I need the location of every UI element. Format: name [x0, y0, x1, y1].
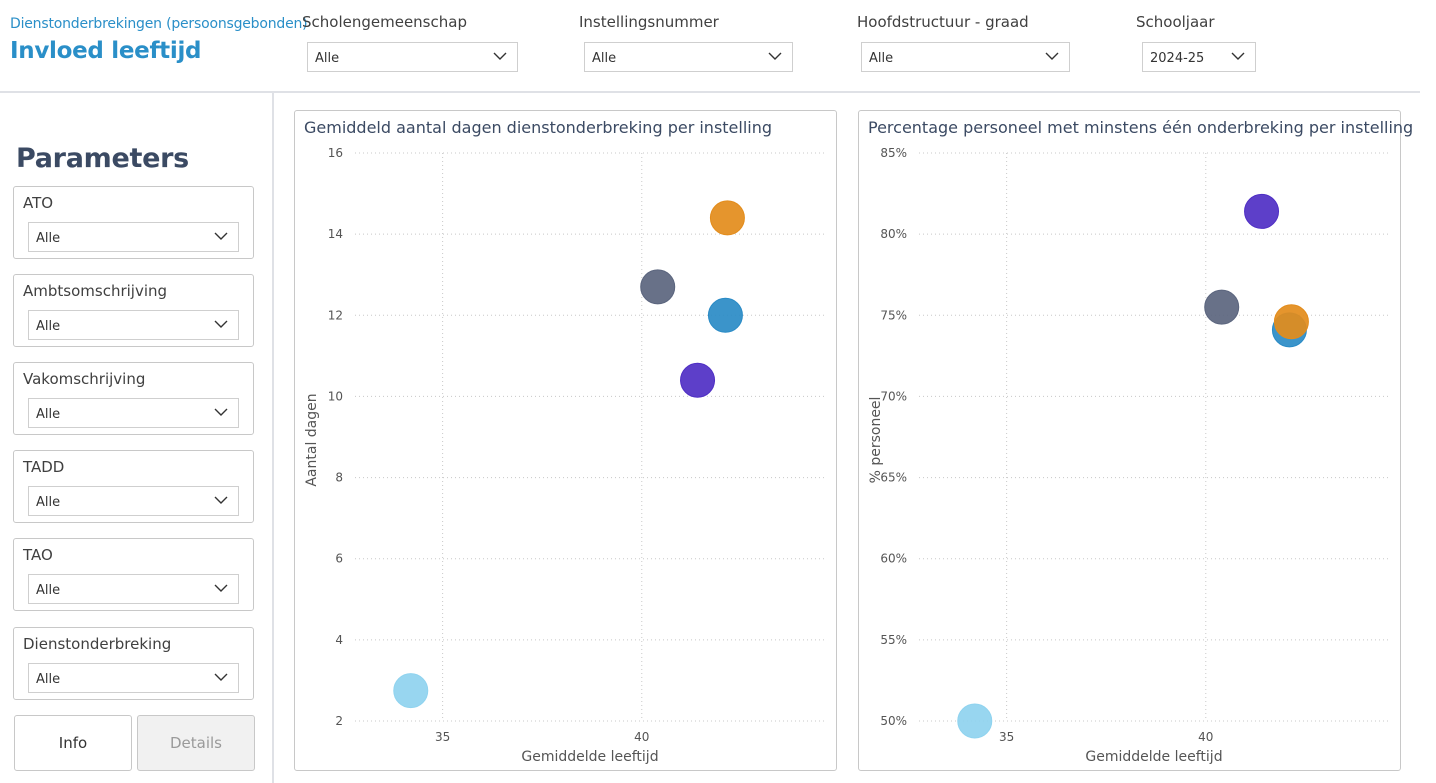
slicer-label: ATO	[23, 194, 54, 212]
chevron-down-icon	[214, 320, 228, 328]
slicer-ato: ATO Alle	[13, 186, 254, 259]
y-axis-label: Aantal dagen	[304, 393, 320, 486]
chevron-down-icon	[214, 496, 228, 504]
chart-card-dagen: Gemiddeld aantal dagen dienstonderbrekin…	[294, 110, 837, 771]
data-point[interactable]	[1204, 289, 1240, 325]
y-tick-label: 8	[335, 471, 343, 485]
filter-dropdown-schooljaar[interactable]: 2024-25	[1142, 42, 1256, 72]
dropdown-value: Alle	[869, 51, 894, 66]
filter-label-instellingsnummer: Instellingsnummer	[579, 13, 719, 31]
x-tick-label: 40	[1198, 730, 1213, 744]
y-tick-label: 75%	[880, 308, 907, 322]
info-button[interactable]: Info	[14, 715, 132, 771]
dropdown-value: Alle	[36, 583, 61, 598]
y-tick-label: 70%	[880, 389, 907, 403]
chevron-down-icon	[214, 408, 228, 416]
x-axis-label: Gemiddelde leeftijd	[1085, 749, 1222, 765]
filter-dropdown-scholengemeenschap[interactable]: Alle	[307, 42, 518, 72]
y-tick-label: 65%	[880, 471, 907, 485]
chart-title: Percentage personeel met minstens één on…	[868, 118, 1414, 137]
chevron-down-icon	[768, 52, 782, 60]
y-axis-label: % personeel	[868, 397, 884, 484]
slicer-tadd: TADD Alle	[13, 450, 254, 523]
slicer-dropdown-dienstonderbreking[interactable]: Alle	[28, 663, 239, 693]
slicer-dropdown-tao[interactable]: Alle	[28, 574, 239, 604]
slicer-label: Dienstonderbreking	[23, 635, 172, 653]
x-tick-label: 35	[999, 730, 1014, 744]
y-tick-label: 10	[328, 389, 343, 403]
slicer-tao: TAO Alle	[13, 538, 254, 611]
chevron-down-icon	[214, 232, 228, 240]
chevron-down-icon	[493, 52, 507, 60]
slicer-vakomschrijving: Vakomschrijving Alle	[13, 362, 254, 435]
chevron-down-icon	[1231, 52, 1245, 60]
filter-dropdown-hoofdstructuur-graad[interactable]: Alle	[861, 42, 1070, 72]
chevron-down-icon	[214, 584, 228, 592]
dropdown-value: Alle	[36, 319, 61, 334]
data-point[interactable]	[1273, 304, 1309, 340]
filter-label-hoofdstructuur-graad: Hoofdstructuur - graad	[857, 13, 1029, 31]
sidebar-divider	[272, 93, 274, 783]
data-point[interactable]	[707, 297, 743, 333]
report-subtitle: Dienstonderbrekingen (persoonsgebonden)	[10, 16, 308, 32]
filter-label-scholengemeenschap: Scholengemeenschap	[302, 13, 467, 31]
y-tick-label: 50%	[880, 714, 907, 728]
dropdown-value: Alle	[36, 407, 61, 422]
slicer-label: TADD	[23, 458, 65, 476]
y-tick-label: 85%	[880, 146, 907, 160]
dropdown-value: Alle	[592, 51, 617, 66]
y-tick-label: 16	[328, 146, 343, 160]
scatter-chart-percentage[interactable]: 50% 55% 60% 65% 70% 75% 80% 85% 35 40 Gemiddelde l…	[859, 111, 1402, 772]
y-tick-label: 6	[335, 552, 343, 566]
y-tick-label: 60%	[880, 552, 907, 566]
x-tick-label: 40	[634, 730, 649, 744]
slicer-dienstonderbreking: Dienstonderbreking Alle	[13, 627, 254, 700]
y-tick-label: 12	[328, 308, 343, 322]
slicer-label: Vakomschrijving	[23, 370, 146, 388]
scatter-chart-dagen[interactable]: 2 4 6 8 10 12 14 16 35 40 Gemiddelde leeftijd Aanta…	[295, 111, 838, 772]
chevron-down-icon	[214, 673, 228, 681]
data-point[interactable]	[957, 703, 993, 739]
slicer-dropdown-vakomschrijving[interactable]: Alle	[28, 398, 239, 428]
data-point[interactable]	[640, 269, 676, 305]
y-tick-label: 80%	[880, 227, 907, 241]
header-divider	[0, 91, 1420, 93]
data-point[interactable]	[680, 362, 716, 398]
slicer-label: Ambtsomschrijving	[23, 282, 168, 300]
slicer-dropdown-tadd[interactable]: Alle	[28, 486, 239, 516]
dropdown-value: 2024-25	[1150, 51, 1205, 66]
y-tick-label: 14	[328, 227, 343, 241]
data-point[interactable]	[709, 200, 745, 236]
chevron-down-icon	[1045, 52, 1059, 60]
data-point[interactable]	[1244, 193, 1280, 229]
parameters-title: Parameters	[16, 143, 189, 174]
data-point[interactable]	[393, 673, 429, 709]
chart-title: Gemiddeld aantal dagen dienstonderbrekin…	[304, 118, 773, 137]
y-tick-label: 2	[335, 714, 343, 728]
y-tick-label: 4	[335, 633, 343, 647]
filter-dropdown-instellingsnummer[interactable]: Alle	[584, 42, 793, 72]
slicer-label: TAO	[23, 546, 53, 564]
filter-label-schooljaar: Schooljaar	[1136, 13, 1215, 31]
details-button[interactable]: Details	[137, 715, 255, 771]
x-tick-label: 35	[435, 730, 450, 744]
dropdown-value: Alle	[36, 672, 61, 687]
chart-card-percentage: Percentage personeel met minstens één on…	[858, 110, 1413, 772]
slicer-dropdown-ato[interactable]: Alle	[28, 222, 239, 252]
dropdown-value: Alle	[36, 495, 61, 510]
x-axis-label: Gemiddelde leeftijd	[521, 749, 658, 765]
dropdown-value: Alle	[36, 231, 61, 246]
slicer-ambtsomschrijving: Ambtsomschrijving Alle	[13, 274, 254, 347]
dropdown-value: Alle	[315, 51, 340, 66]
slicer-dropdown-ambtsomschrijving[interactable]: Alle	[28, 310, 239, 340]
y-tick-label: 55%	[880, 633, 907, 647]
page-title: Invloed leeftijd	[10, 38, 202, 64]
